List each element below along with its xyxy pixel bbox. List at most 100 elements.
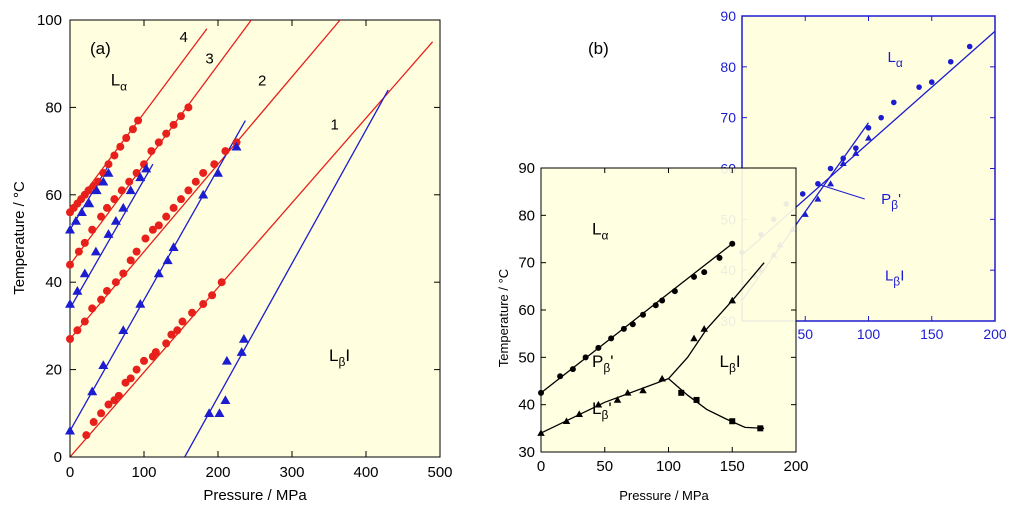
curve-2-circles-6	[111, 278, 120, 287]
inset-triangles-7	[827, 180, 835, 187]
inset-circles-7	[840, 155, 846, 162]
curve-4-triangles-4	[91, 185, 102, 195]
b-phase-sub-0: α	[601, 228, 608, 242]
curve-3-circles-12	[154, 138, 163, 147]
bi-phase-suffix-2: I	[900, 267, 904, 284]
curve-2-circles-20	[221, 147, 230, 156]
curve-3-circles-15	[177, 112, 185, 121]
b-triangles-9	[700, 325, 708, 332]
curve-2-circles-19	[210, 160, 219, 169]
curve-3-circles-0	[66, 260, 74, 269]
inset-triangles-6	[814, 195, 822, 202]
curve-1-circles-14	[173, 326, 182, 335]
bi-phase-main-1: P	[881, 191, 891, 208]
b-xtick-label-0: 0	[537, 458, 545, 475]
b-circles-15	[729, 240, 736, 247]
curve-1-circles-17	[199, 300, 208, 309]
b-circles-12	[691, 273, 697, 280]
b-triangles-10	[728, 296, 736, 304]
a-curve-label-2: 2	[258, 73, 266, 90]
bi-xtick-label-4: 200	[983, 326, 1007, 342]
curve-3-triangles-8	[135, 172, 146, 182]
a-phase-main-1: L	[329, 346, 338, 365]
curve-3-triangles-4	[103, 229, 114, 238]
a-curve-label-0: 4	[180, 29, 188, 46]
bi-phase-label-2: LβI	[885, 267, 904, 288]
b-circles-4	[595, 344, 602, 351]
a-curve-label-3: 1	[330, 116, 338, 133]
curve-1-triangles-2	[220, 395, 231, 404]
curve-2-circles-13	[162, 212, 171, 221]
curve-3-triangles-1	[72, 285, 83, 295]
bi-xtick-label-3: 150	[920, 326, 944, 342]
curve-2-circles-8	[126, 256, 135, 265]
curve-3-triangles-3	[90, 246, 101, 256]
inset-triangles-10	[865, 134, 872, 141]
b-phase-main-2: L	[720, 352, 729, 371]
curve-3-triangles-6	[118, 202, 129, 212]
b-circles-8	[640, 311, 646, 318]
curve-2-circles-4	[97, 295, 106, 304]
curve-1-circles-19	[217, 278, 226, 287]
inset-triangles-5	[801, 210, 809, 217]
b-circles-11	[671, 288, 678, 295]
curve-2-circles-18	[199, 168, 208, 177]
panel-b-ticks: 0 50 100 150 200 30 40 50 60 70 80 90	[518, 160, 808, 475]
b-circles-5	[608, 335, 615, 342]
inset-circles-6	[827, 165, 834, 172]
curve-2-circles-14	[169, 203, 178, 212]
curve-1-circles-7	[126, 374, 135, 383]
curve-1-circles-16	[188, 308, 197, 317]
curve-1-triangles-3	[221, 355, 232, 365]
curve-1-circles-11	[151, 348, 160, 357]
curve-1-triangles-5	[238, 334, 249, 343]
a-ytick-label-2: 40	[45, 274, 62, 291]
inset-circles-15	[966, 43, 973, 50]
b-circles-1	[557, 373, 564, 380]
inset-triangles-8	[839, 159, 847, 167]
b-triangles-7	[658, 374, 666, 382]
curve-4-triangles-6	[103, 167, 114, 177]
b-triangles-4	[613, 396, 622, 403]
curve-2-circles-11	[148, 225, 157, 234]
a-curve-label-1: 3	[205, 51, 213, 68]
curve-1-circles-13	[167, 330, 176, 339]
curve-2-circles-15	[177, 195, 185, 204]
curve-2-triangles-0	[65, 425, 75, 435]
b-circles-3	[582, 354, 589, 361]
panel-b-plot-area	[540, 167, 797, 453]
curve-2-triangles-4	[135, 299, 146, 308]
curve-2-circles-9	[132, 247, 141, 256]
curve-2-circles-17	[191, 177, 200, 186]
curve-2-circles-3	[88, 304, 97, 313]
b-ytick-label-0: 30	[518, 444, 535, 461]
inset-circles-8	[853, 145, 859, 151]
b-triangles-6	[639, 386, 647, 394]
b-circles-7	[629, 321, 636, 328]
curve-2-circles-5	[103, 286, 111, 295]
a-xtick-label-0: 0	[66, 464, 74, 481]
b-xtick-label-3: 150	[720, 458, 745, 475]
b-squares-2	[729, 418, 736, 425]
panel-b-ylabel: Temperature / °C	[496, 269, 511, 367]
a-phase-suffix-1: I	[345, 346, 350, 365]
curve-2-triangles-10	[231, 141, 242, 151]
bi-ytick-label-5: 80	[720, 59, 736, 75]
b-lower-line	[540, 378, 669, 434]
curve-1-circles-18	[208, 291, 217, 300]
b-phase-label-2: LβI	[720, 352, 741, 375]
curve-1-triangles-1	[214, 408, 225, 418]
curve-3-circles-3	[88, 225, 97, 234]
b-circles-6	[620, 325, 627, 332]
curve-4-triangles-1	[70, 216, 81, 225]
panel-a-plot-area	[69, 19, 441, 458]
curve-1-circles-3	[104, 400, 113, 409]
curve-1-blue	[184, 89, 389, 457]
curve-4-triangles-0	[65, 224, 75, 234]
curve-3-circles-4	[97, 212, 106, 221]
a-phase-sub-1: β	[338, 355, 345, 369]
curve-1-circles-5	[114, 391, 123, 400]
b-phase-main-1: P	[592, 352, 603, 371]
